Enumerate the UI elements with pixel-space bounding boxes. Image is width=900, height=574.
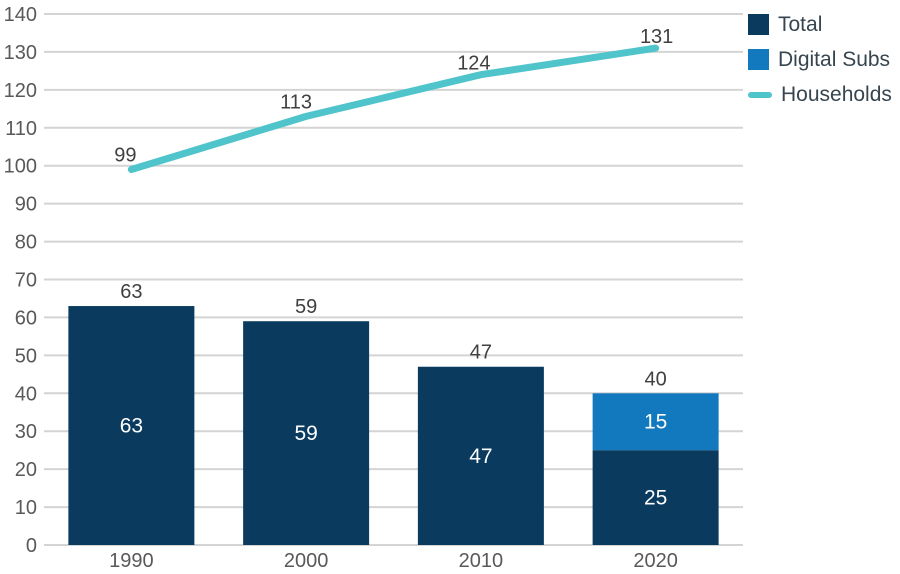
y-axis-tick-label: 50	[15, 345, 37, 367]
legend-square-swatch-icon	[748, 49, 769, 70]
y-axis-tick-label: 80	[15, 232, 37, 254]
x-axis-tick-label: 2010	[459, 550, 504, 572]
legend-item-label: Total	[778, 13, 823, 36]
y-axis-tick-label: 90	[15, 194, 37, 216]
bar-total	[417, 366, 544, 545]
legend-item-label: Households	[781, 83, 892, 106]
bar-total-label: 59	[295, 296, 317, 318]
line-point-label: 113	[280, 91, 312, 113]
bar-segment-label: 47	[469, 445, 492, 468]
legend-item-households: Households	[748, 83, 892, 106]
bar-total	[243, 321, 370, 545]
x-axis-tick-label: 2020	[633, 550, 678, 572]
y-axis-tick-label: 30	[15, 421, 37, 443]
y-axis-tick-label: 100	[4, 156, 37, 178]
legend-item-digital-subs: Digital Subs	[748, 48, 892, 71]
households-line	[127, 44, 660, 174]
legend-item-total: Total	[748, 13, 892, 36]
line-point-label: 131	[640, 26, 673, 48]
y-axis-tick-label: 20	[15, 459, 37, 481]
y-axis-tick-label: 140	[4, 4, 37, 26]
bar-total	[68, 306, 195, 545]
y-axis-tick-label: 130	[4, 42, 37, 64]
bar-segment-label: 59	[294, 422, 317, 445]
y-axis-tick-label: 60	[15, 307, 37, 329]
x-axis-tick-label: 2000	[284, 550, 329, 572]
bar-total-label: 47	[470, 342, 492, 364]
legend-item-label: Digital Subs	[778, 48, 891, 71]
bar-digital-subs	[592, 393, 719, 451]
y-axis-tick-label: 120	[4, 80, 37, 102]
y-axis-tick-label: 10	[15, 497, 37, 519]
y-axis-tick-label: 110	[5, 118, 37, 140]
bar-segment-label: 25	[644, 487, 667, 510]
bar-segment-label: 63	[120, 415, 143, 438]
bar-total-label: 63	[120, 281, 142, 303]
y-axis-tick-label: 40	[15, 383, 37, 405]
line-point-label: 99	[114, 145, 136, 167]
legend-square-swatch-icon	[748, 14, 769, 35]
x-axis-tick-label: 1990	[109, 550, 154, 572]
bar-segment-label: 15	[644, 411, 667, 434]
line-point-label: 124	[457, 53, 490, 75]
legend-line-swatch-icon	[748, 91, 772, 98]
y-axis-tick-label: 0	[26, 535, 37, 557]
bar-total	[592, 450, 719, 545]
chart-legend: Total Digital Subs Households	[748, 13, 892, 106]
bar-total-label: 40	[645, 368, 667, 390]
y-axis-tick-label: 70	[15, 270, 37, 292]
